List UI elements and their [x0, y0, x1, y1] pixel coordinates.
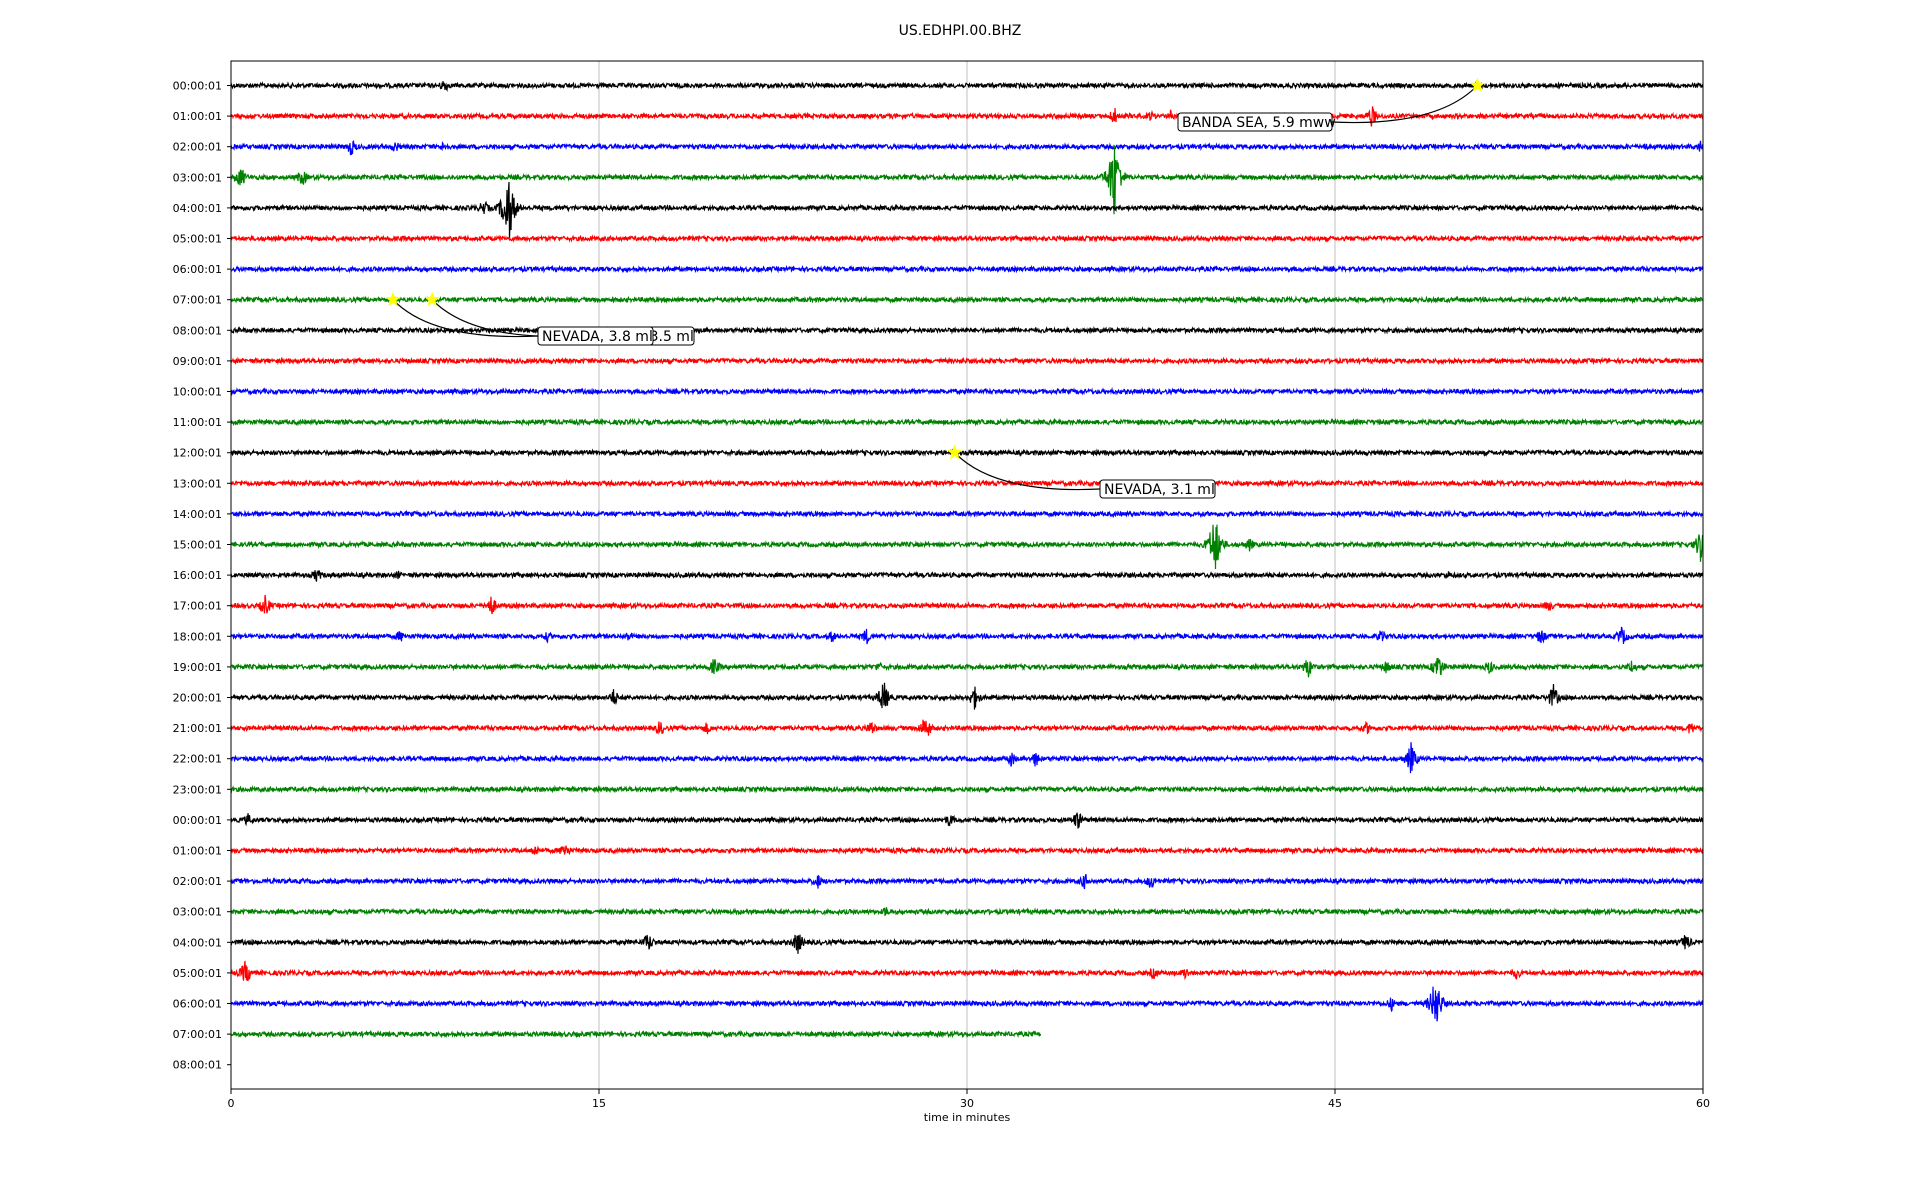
seismic-traces [230, 81, 1704, 1039]
row-time-label: 20:00:01 [173, 692, 222, 705]
trace-line [230, 657, 1704, 678]
trace-line [230, 478, 1704, 488]
x-tick-label: 30 [960, 1097, 974, 1110]
row-time-label: 06:00:01 [173, 998, 222, 1011]
row-time-label: 01:00:01 [173, 845, 222, 858]
trace-line [230, 1029, 1042, 1039]
row-time-label: 23:00:01 [173, 783, 222, 796]
row-time-label: 03:00:01 [173, 906, 222, 919]
callout-connector [954, 452, 1101, 491]
row-time-label: 01:00:01 [173, 110, 222, 123]
row-time-label: 11:00:01 [173, 416, 222, 429]
trace-line [230, 570, 1704, 582]
trace-line [230, 106, 1704, 127]
callout-connector [392, 299, 539, 338]
trace-line [230, 742, 1704, 774]
callout-box [1099, 479, 1216, 499]
row-time-label: 05:00:01 [173, 233, 222, 246]
trace-line [230, 234, 1704, 243]
trace-line [230, 386, 1704, 396]
row-time-label: 05:00:01 [173, 967, 222, 980]
event-star-marker [1469, 77, 1485, 92]
trace-line [230, 139, 1704, 156]
trace-line [230, 934, 1704, 954]
row-time-label: 00:00:01 [173, 814, 222, 827]
row-time-label: 04:00:01 [173, 936, 222, 949]
trace-line [230, 417, 1704, 427]
row-time-label: 13:00:01 [173, 477, 222, 490]
row-time-label: 19:00:01 [173, 661, 222, 674]
row-time-label: 14:00:01 [173, 508, 222, 521]
row-time-label: 22:00:01 [173, 753, 222, 766]
x-tick-label: 15 [592, 1097, 606, 1110]
x-axis-ticks: 0 15 30 45 60 [228, 1089, 1710, 1110]
row-time-label: 08:00:01 [173, 324, 222, 337]
row-tick-labels: 00:00:01 01:00:01 02:00:01 03:00:01 04:00:01… [173, 80, 231, 1072]
event-markers [385, 77, 1485, 460]
row-time-label: 15:00:01 [173, 539, 222, 552]
trace-line [230, 626, 1704, 645]
trace-line [230, 509, 1704, 519]
trace-line [230, 356, 1704, 366]
row-time-label: 16:00:01 [173, 569, 222, 582]
trace-line [230, 524, 1704, 570]
row-time-label: 17:00:01 [173, 600, 222, 613]
trace-line [230, 182, 1704, 239]
trace-line [230, 448, 1704, 458]
row-time-label: 07:00:01 [173, 294, 222, 307]
x-tick-label: 45 [1328, 1097, 1342, 1110]
trace-line [230, 295, 1704, 305]
trace-line [230, 907, 1704, 917]
row-time-label: 18:00:01 [173, 630, 222, 643]
event-label: NEVADA, 3.1 ml [1104, 482, 1215, 498]
trace-line [230, 325, 1704, 335]
trace-line [230, 845, 1704, 856]
event-star-marker [947, 444, 963, 460]
row-time-label: 04:00:01 [173, 202, 222, 215]
trace-line [230, 784, 1704, 794]
trace-line [230, 145, 1704, 215]
event-star-marker [424, 291, 440, 307]
row-time-label: 10:00:01 [173, 386, 222, 399]
row-time-label: 12:00:01 [173, 447, 222, 460]
event-annotations: BANDA SEA, 5.9 mwwNEVADA, 3.5 mlNEVADA, … [392, 85, 1478, 499]
trace-line [230, 873, 1704, 890]
trace-line [230, 594, 1704, 615]
x-tick-label: 0 [228, 1097, 235, 1110]
trace-line [230, 81, 1704, 92]
event-label: NEVADA, 3.8 ml [542, 329, 653, 345]
row-time-label: 09:00:01 [173, 355, 222, 368]
callout-box [1177, 112, 1333, 132]
trace-line [230, 960, 1704, 982]
row-time-label: 00:00:01 [173, 80, 222, 93]
row-time-label: 21:00:01 [173, 722, 222, 735]
event-star-marker [385, 291, 401, 307]
row-time-label: 06:00:01 [173, 263, 222, 276]
event-label: BANDA SEA, 5.9 mww [1182, 115, 1336, 131]
trace-line [230, 811, 1704, 829]
callout-box [537, 326, 654, 346]
callout-connector [1331, 85, 1478, 124]
row-time-label: 02:00:01 [173, 141, 222, 154]
trace-line [230, 719, 1704, 736]
row-time-label: 07:00:01 [173, 1028, 222, 1041]
row-time-label: 08:00:01 [173, 1059, 222, 1072]
chart-title: US.EDHPI.00.BHZ [899, 23, 1022, 39]
row-time-label: 03:00:01 [173, 171, 222, 184]
x-axis-label: time in minutes [924, 1111, 1011, 1124]
trace-line [230, 682, 1704, 710]
trace-line [230, 986, 1704, 1022]
trace-line [230, 264, 1704, 274]
row-time-label: 02:00:01 [173, 875, 222, 888]
x-tick-label: 60 [1696, 1097, 1710, 1110]
